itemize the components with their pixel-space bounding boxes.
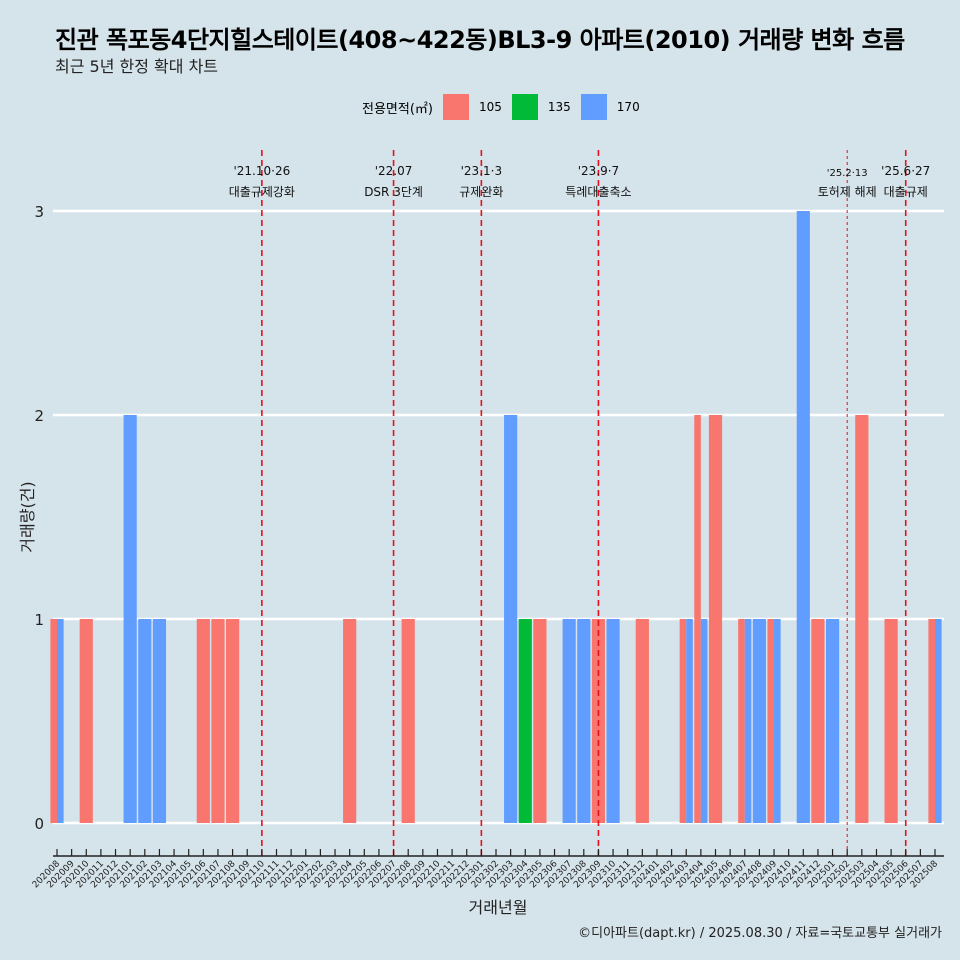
bar-202508-170	[935, 619, 942, 823]
bar-202403-170	[686, 619, 693, 823]
bar-202106-105	[196, 619, 210, 823]
event-annotations: '21.10·26 대출규제강화 '22.07 DSR 3단계 '23.1·3 규제완화 '…	[229, 164, 931, 199]
legend-swatch-135	[511, 94, 538, 120]
event-lines	[261, 150, 907, 856]
bar-202008-105	[50, 619, 57, 823]
legend-label-135: 135	[547, 100, 571, 114]
bar-202107-105	[211, 619, 225, 823]
event-label-202207: DSR 3단계	[364, 185, 423, 199]
bar-202310-170	[606, 619, 620, 823]
bar-202312-105	[635, 619, 649, 823]
bar-202008-170	[57, 619, 64, 823]
bar-202404-105	[694, 415, 701, 823]
event-date-202110: '21.10·26	[233, 164, 290, 178]
bar-202412-105	[811, 619, 825, 823]
event-label-202502: 토허제 해제	[818, 185, 877, 199]
bar-202501-170	[825, 619, 840, 823]
legend-label-170: 170	[616, 100, 640, 114]
event-date-202309: '23.9·7	[578, 164, 619, 178]
event-date-202506: '25.6·27	[881, 164, 930, 178]
bar-202409-105	[767, 619, 775, 823]
event-label-202506: 대출규제	[884, 185, 928, 199]
y-axis: 0 1 2 3	[34, 203, 44, 833]
bar-202308-170	[577, 619, 591, 823]
legend: 전용면적(㎡) 105 135 170	[362, 93, 650, 121]
legend-swatch-170	[580, 94, 607, 120]
y-tick-label: 1	[34, 611, 44, 629]
bar-202103-170	[152, 619, 167, 823]
bar-202404-170	[700, 619, 708, 823]
bar-202101-170	[123, 415, 137, 823]
source-caption: ©디아파트(dapt.kr) / 2025.08.30 / 자료=국토교통부 실…	[578, 926, 942, 941]
y-tick-label: 2	[34, 407, 44, 425]
event-label-202110: 대출규제강화	[229, 185, 295, 199]
chart-title: 진관 폭포동4단지힐스테이트(408~422동)BL3-9 아파트(2010) …	[55, 26, 905, 54]
y-tick-label: 3	[34, 203, 44, 221]
y-tick-label: 0	[34, 815, 44, 833]
bar-202409-170	[774, 619, 781, 823]
event-date-202207: '22.07	[375, 164, 413, 178]
bar-202407-170	[744, 619, 752, 823]
bar-202411-170	[796, 211, 810, 823]
event-date-202502: '25.2·13	[827, 168, 868, 179]
bar-202307-170	[562, 619, 576, 823]
bar-202208-105	[401, 619, 415, 823]
bar-202407-105	[738, 619, 745, 823]
legend-title: 전용면적(㎡)	[362, 101, 433, 117]
legend-item-105: 105	[442, 94, 502, 120]
bar-202408-170	[752, 619, 766, 823]
bar-202010-105	[79, 619, 93, 823]
bar-202405-105	[708, 415, 723, 823]
gridlines	[53, 209, 944, 825]
legend-swatch-105	[442, 94, 469, 120]
x-axis-title: 거래년월	[469, 898, 528, 917]
event-label-202309: 특례대출축소	[565, 185, 631, 199]
bar-202305-105	[533, 619, 547, 823]
legend-label-105: 105	[478, 100, 502, 114]
x-axis: 2020082020092020102020112020122021012021…	[31, 849, 944, 890]
bar-202303-170	[504, 415, 518, 823]
bars	[50, 211, 942, 823]
bar-202508-105	[928, 619, 935, 823]
bar-202102-170	[138, 619, 152, 823]
chart-subtitle: 최근 5년 한정 확대 차트	[55, 57, 219, 76]
bar-202108-105	[226, 619, 240, 823]
bar-202403-105	[679, 619, 687, 823]
bar-202304-135	[518, 619, 532, 823]
legend-item-135: 135	[511, 94, 571, 120]
legend-item-170: 170	[580, 94, 640, 120]
bar-202503-105	[855, 415, 869, 823]
bar-202505-105	[884, 619, 898, 823]
bar-202204-105	[343, 619, 357, 823]
y-axis-title: 거래량(건)	[18, 481, 37, 552]
event-label-202301: 규제완화	[459, 185, 503, 199]
event-date-202301: '23.1·3	[461, 164, 502, 178]
